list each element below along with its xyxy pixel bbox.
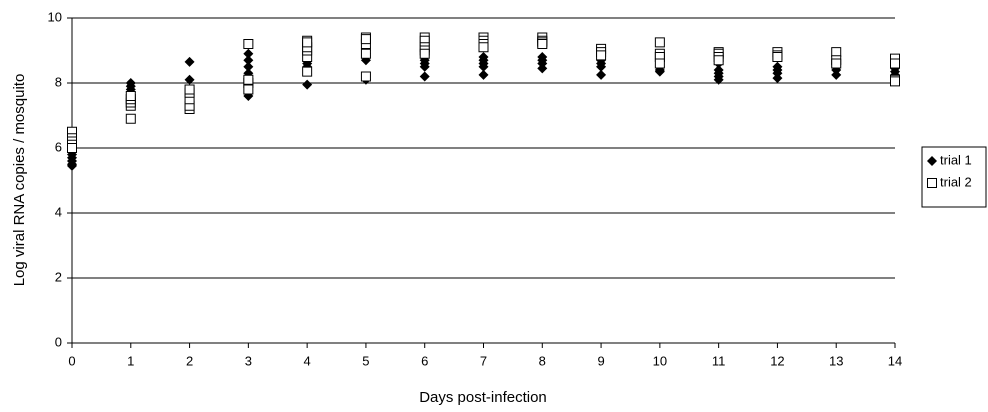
- data-point: [772, 52, 783, 62]
- data-point: [360, 48, 371, 59]
- x-tick-label: 5: [362, 353, 369, 368]
- x-tick-label: 10: [653, 353, 667, 368]
- legend-label: trial 2: [940, 174, 972, 189]
- data-point: [67, 160, 77, 171]
- data-point: [831, 58, 842, 69]
- y-tick-label: 6: [55, 139, 62, 154]
- data-point: [67, 143, 77, 153]
- legend-marker: [927, 178, 937, 188]
- data-point: [713, 55, 724, 66]
- data-point: [360, 71, 371, 82]
- data-point: [184, 84, 195, 95]
- data-point: [478, 42, 489, 53]
- data-point: [596, 69, 607, 80]
- data-point: [243, 48, 254, 59]
- data-point: [713, 65, 724, 75]
- data-point: [243, 39, 254, 49]
- data-point: [184, 56, 195, 67]
- data-point: [537, 52, 548, 62]
- x-axis-label: Days post-infection: [419, 389, 547, 406]
- data-point: [184, 74, 195, 85]
- data-point: [419, 71, 430, 82]
- data-point: [243, 61, 254, 72]
- x-tick-label: 0: [68, 353, 75, 368]
- data-point: [890, 76, 900, 87]
- data-point: [243, 84, 254, 95]
- x-tick-label: 4: [304, 353, 311, 368]
- y-tick-label: 2: [55, 269, 62, 284]
- data-point: [596, 50, 607, 61]
- y-axis-label: Log viral RNA copies / mosquito: [11, 74, 28, 287]
- x-tick-label: 13: [829, 353, 843, 368]
- data-point: [772, 61, 783, 72]
- data-point: [890, 58, 900, 69]
- data-point: [125, 78, 136, 88]
- x-tick-label: 3: [245, 353, 252, 368]
- y-tick-label: 8: [55, 74, 62, 89]
- legend-label: trial 1: [940, 152, 972, 167]
- data-point: [537, 39, 548, 49]
- data-point: [478, 52, 489, 62]
- data-point: [302, 66, 313, 77]
- data-point: [654, 37, 665, 48]
- data-point: [125, 91, 136, 101]
- x-tick-label: 14: [888, 353, 902, 368]
- data-point: [302, 37, 313, 48]
- data-point: [360, 34, 371, 45]
- data-point: [243, 74, 254, 85]
- data-point: [243, 55, 254, 66]
- x-tick-label: 7: [480, 353, 487, 368]
- x-tick-label: 2: [186, 353, 193, 368]
- data-point: [302, 79, 313, 90]
- data-point: [125, 113, 136, 124]
- x-tick-label: 6: [421, 353, 428, 368]
- x-tick-label: 12: [770, 353, 784, 368]
- x-tick-label: 9: [597, 353, 604, 368]
- legend-marker: [927, 156, 937, 166]
- y-tick-label: 0: [55, 334, 62, 349]
- data-point: [419, 48, 430, 59]
- x-tick-label: 11: [712, 353, 726, 368]
- y-tick-label: 10: [48, 9, 62, 24]
- y-tick-label: 4: [55, 204, 62, 219]
- x-tick-label: 8: [539, 353, 546, 368]
- data-point: [478, 69, 489, 80]
- x-tick-label: 1: [127, 353, 134, 368]
- data-point: [654, 58, 665, 69]
